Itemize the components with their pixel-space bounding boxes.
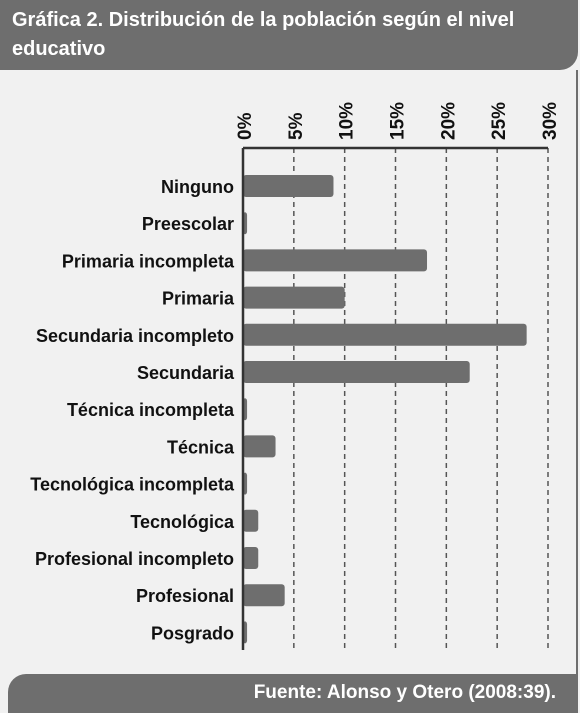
x-tick-label: 15%: [388, 102, 409, 140]
category-label: Profesional incompleto: [35, 549, 234, 569]
tick-labels-layer: 0% 5% 10% 15% 20% 25% 30%: [235, 102, 561, 140]
bars-layer: [243, 175, 527, 644]
category-labels-layer: Ninguno Preescolar Primaria incompleta Prim…: [30, 177, 235, 643]
bar-7: [243, 435, 276, 458]
x-tick-label: 0%: [235, 112, 256, 140]
x-tick-label: 30%: [540, 102, 561, 140]
bar-9: [243, 509, 259, 532]
chart-title: Gráfica 2. Distribución de la población …: [12, 9, 515, 60]
category-label: Tecnológica incompleta: [30, 475, 235, 495]
category-label: Tecnológica: [130, 512, 235, 532]
category-label: Secundaria: [137, 363, 235, 383]
category-label: Técnica: [167, 437, 235, 457]
bar-4: [243, 323, 527, 346]
category-label: Profesional: [136, 586, 234, 606]
x-tick-label: 5%: [286, 112, 307, 140]
category-label: Primaria incompleta: [62, 251, 235, 271]
x-tick-label: 25%: [489, 102, 510, 140]
bar-2: [243, 249, 428, 272]
category-label: Técnica incompleta: [67, 400, 235, 420]
frame-right-border: [576, 70, 578, 676]
bar-3: [243, 286, 345, 309]
source-note: Fuente: Alonso y Otero (2008:39).: [253, 682, 556, 703]
bar-5: [243, 361, 470, 383]
bar-11: [243, 584, 285, 607]
grid-layer: [293, 148, 549, 650]
footer-bar: Fuente: Alonso y Otero (2008:39).: [8, 674, 578, 713]
x-tick-label: 20%: [438, 102, 459, 140]
category-label: Secundaria incompleto: [36, 326, 234, 346]
header-bar: Gráfica 2. Distribución de la población …: [0, 0, 578, 70]
bar-0: [243, 175, 334, 197]
category-label: Primaria: [162, 289, 235, 309]
axis-layer: [241, 146, 548, 650]
x-tick-label: 10%: [337, 102, 358, 140]
bar-10: [243, 547, 259, 569]
category-label: Ninguno: [161, 177, 234, 197]
category-label: Preescolar: [142, 214, 234, 234]
category-label: Posgrado: [151, 623, 234, 643]
